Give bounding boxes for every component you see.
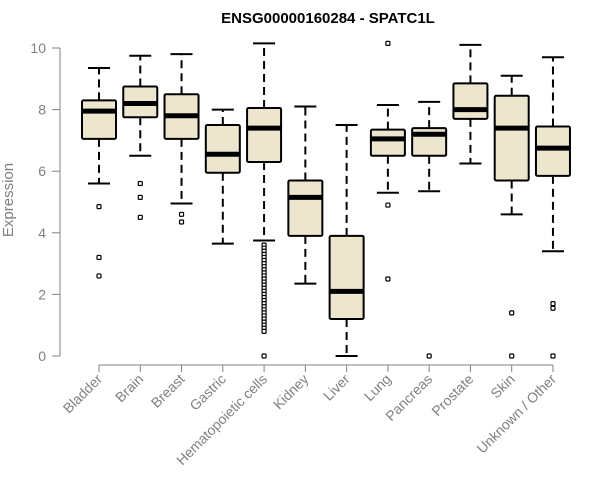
y-axis: 0 2 4 6 8 10: [30, 40, 61, 364]
outlier-point: [96, 254, 102, 261]
x-tick-label: Skin: [487, 371, 518, 402]
outlier-point: [385, 276, 391, 282]
iqr-box: [246, 107, 283, 163]
box-group: [163, 53, 200, 225]
x-tick-label: Prostate: [428, 371, 476, 419]
x-tick-label: Kidney: [270, 371, 312, 413]
iqr-box: [534, 125, 571, 177]
y-tick-label: 0: [38, 348, 46, 364]
x-tick-label: Lung: [361, 371, 394, 404]
outlier-point: [550, 305, 556, 311]
iqr-box: [452, 82, 489, 120]
box-group: [287, 105, 324, 285]
y-axis-label: Expression: [0, 163, 17, 237]
box-group: [204, 108, 241, 245]
chart-title: ENSG00000160284 - SPATC1L: [221, 10, 435, 27]
box-group: [493, 74, 530, 359]
iqr-box: [204, 124, 241, 174]
outlier-point: [385, 202, 391, 208]
outlier-point: [178, 219, 185, 225]
outlier-point: [385, 40, 391, 46]
box-group: [246, 42, 283, 359]
x-tick-label: Liver: [320, 371, 353, 404]
iqr-box: [328, 234, 365, 321]
y-tick-label: 6: [38, 163, 46, 179]
box-group: [411, 100, 448, 359]
outlier-point: [178, 211, 185, 217]
outlier-point: [509, 310, 515, 316]
x-tick-label: Bladder: [60, 371, 106, 417]
outlier-point: [96, 273, 102, 279]
y-tick-label: 8: [38, 102, 46, 118]
outlier-point: [137, 194, 143, 200]
box-group: [534, 56, 571, 359]
outlier-point: [261, 353, 267, 359]
box-group: [122, 54, 159, 220]
box-group: [81, 67, 117, 279]
y-tick-label: 10: [30, 40, 46, 56]
box-group: [328, 124, 365, 357]
iqr-box: [369, 128, 406, 157]
outlier-point: [261, 328, 267, 334]
x-tick-label: Breast: [148, 371, 188, 411]
y-tick-label: 2: [38, 286, 46, 302]
box-group: [452, 43, 489, 165]
outlier-point: [426, 353, 432, 359]
box-group: [369, 40, 406, 282]
outlier-point: [96, 204, 102, 210]
outlier-point: [137, 214, 143, 220]
iqr-box: [287, 179, 324, 237]
iqr-box: [493, 94, 530, 182]
outlier-point: [550, 353, 556, 359]
outlier-point: [137, 180, 143, 187]
outlier-point: [550, 301, 556, 307]
outlier-point: [509, 353, 515, 359]
iqr-box: [81, 99, 117, 140]
y-tick-label: 4: [38, 225, 46, 241]
boxes-layer: [81, 40, 571, 359]
x-tick-label: Brain: [112, 371, 146, 405]
